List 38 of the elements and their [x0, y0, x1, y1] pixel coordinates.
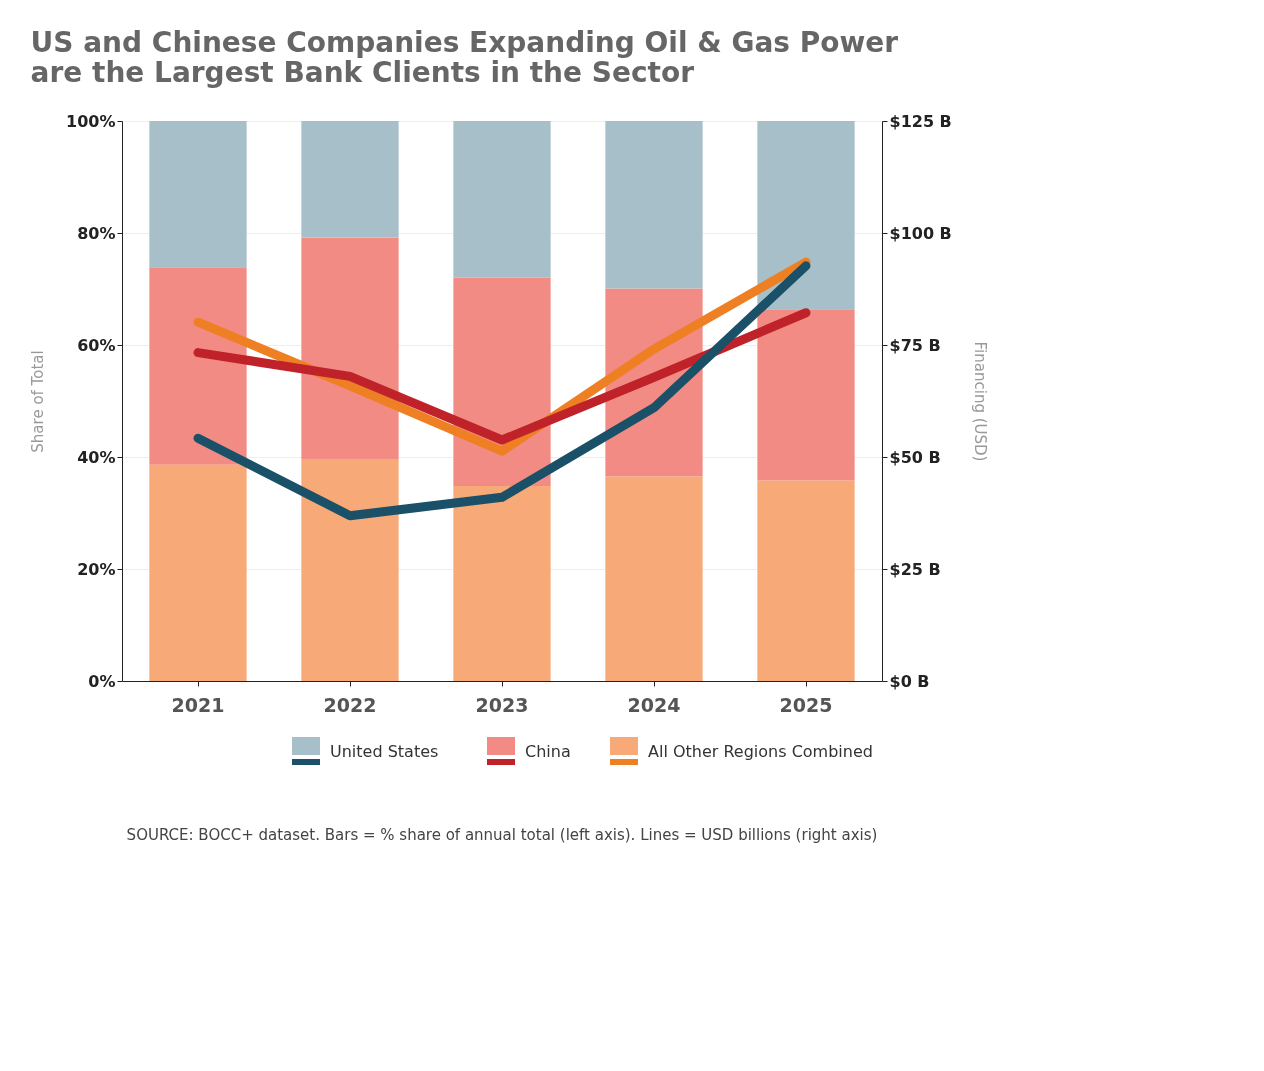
y2-tick-label: $50 B [889, 447, 941, 467]
bar [301, 237, 399, 460]
bar [453, 121, 551, 278]
source-note: SOURCE: BOCC+ dataset. Bars = % share of annual total (left axis). Lines = USD billions (right axis) [126, 826, 878, 844]
bar [301, 121, 399, 238]
y2-axis-title: Financing (USD) [970, 341, 989, 462]
bar [605, 476, 703, 681]
chart-title: US and Chinese Companies Expanding Oil & Gas Power are the Largest Bank Clients in the Sector [30, 26, 899, 89]
bar [149, 121, 247, 268]
legend-label: China [525, 742, 571, 761]
y-axis-title: Share of Total [29, 350, 48, 453]
y2-tick-label: $0 B [889, 671, 930, 691]
x-tick-label: 2024 [627, 693, 681, 716]
legend-label: All Other Regions Combined [648, 742, 873, 761]
legend-label: United States [330, 742, 439, 761]
x-tick-label: 2023 [475, 693, 529, 716]
y-tick-label: 100% [66, 111, 116, 131]
y-tick-label: 40% [77, 447, 116, 467]
bar [453, 486, 551, 681]
bar [605, 121, 703, 289]
bar [301, 459, 399, 681]
bar [757, 121, 855, 310]
y-tick-label: 60% [77, 335, 116, 355]
bar [453, 277, 551, 487]
bar [149, 464, 247, 681]
bar [757, 309, 855, 481]
x-tick-label: 2022 [323, 693, 377, 716]
y-tick-label: 80% [77, 223, 116, 243]
x-tick-label: 2025 [779, 693, 833, 716]
x-tick-label: 2021 [171, 693, 225, 716]
y2-tick-label: $100 B [889, 223, 952, 243]
y2-tick-label: $25 B [889, 559, 941, 579]
y-tick-label: 20% [77, 559, 116, 579]
y2-tick-label: $75 B [889, 335, 941, 355]
bar [757, 480, 855, 681]
y-tick-label: 0% [88, 671, 116, 691]
bar [149, 267, 247, 465]
y2-tick-label: $125 B [889, 111, 952, 131]
